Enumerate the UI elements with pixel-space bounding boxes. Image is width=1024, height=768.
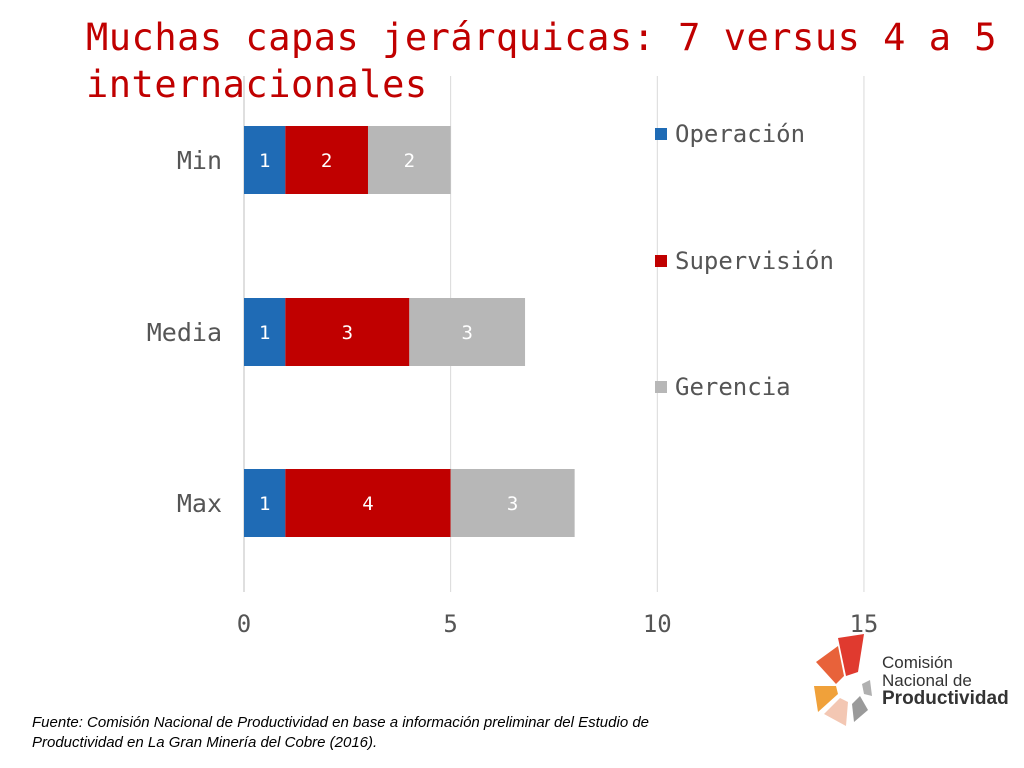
logo-line-3: Productividad	[882, 688, 1009, 709]
category-label: Media	[147, 318, 222, 347]
legend-item-gerencia: Gerencia	[655, 373, 835, 401]
legend-label: Supervisión	[675, 247, 834, 275]
x-tick-label: 5	[443, 610, 457, 638]
source-note: Fuente: Comisión Nacional de Productivid…	[32, 714, 650, 751]
bar-segment	[244, 126, 286, 194]
bar-segment	[409, 298, 526, 366]
bar-segment	[285, 469, 451, 537]
legend-item-supervision: Supervisión	[655, 247, 835, 275]
bar-segment	[450, 469, 575, 537]
cnp-logo: Comisión Nacional de Productividad	[808, 632, 1009, 732]
x-tick-labels: 0 5 10 15	[237, 610, 879, 638]
x-tick-label: 15	[849, 610, 878, 638]
x-tick-label: 0	[237, 610, 251, 638]
bar-segment	[244, 469, 286, 537]
data-label: 4	[362, 493, 373, 515]
legend-swatch	[655, 381, 667, 393]
bar-segment	[367, 126, 451, 194]
data-label: 2	[404, 150, 415, 172]
data-label: 3	[461, 322, 472, 344]
logo-line-2: Nacional de	[882, 671, 972, 690]
data-label: 1	[259, 150, 270, 172]
bar-segment	[285, 298, 410, 366]
data-label: 3	[507, 493, 518, 515]
logo-line-1: Comisión	[882, 653, 953, 672]
logo-mark-icon	[814, 634, 872, 726]
data-label: 1	[259, 322, 270, 344]
bar-labels: 1 2 2 1 3 3 1 4 3	[259, 150, 518, 515]
category-label: Min	[177, 146, 222, 175]
logo-text: Comisión Nacional de Productividad	[882, 653, 1009, 709]
legend-label: Operación	[675, 120, 806, 148]
data-label: 3	[342, 322, 353, 344]
bar-segment	[244, 298, 286, 366]
bar-segment	[285, 126, 368, 194]
category-label: Max	[177, 489, 222, 518]
legend-label: Gerencia	[675, 373, 791, 401]
chart-title: Muchas capas jerárquicas: 7 versus 4 a 5…	[86, 16, 998, 106]
legend-swatch	[655, 255, 667, 267]
bars	[244, 126, 575, 537]
legend-item-operacion: Operación	[655, 120, 835, 148]
category-labels: Min Media Max	[147, 146, 222, 518]
data-label: 1	[259, 493, 270, 515]
x-tick-label: 10	[643, 610, 672, 638]
legend-swatch	[655, 128, 667, 140]
data-label: 2	[321, 150, 332, 172]
